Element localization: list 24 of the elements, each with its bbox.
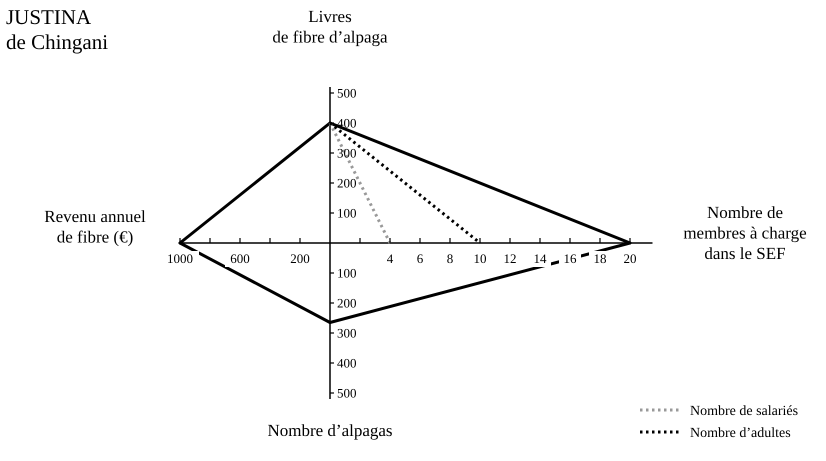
legend-label: Nombre de salariés xyxy=(690,404,798,419)
x-tick-label: 12 xyxy=(504,251,516,266)
x-tick-label: 18 xyxy=(594,251,606,266)
text: Revenu annuel de fibre (€) xyxy=(44,207,146,246)
x-tick-label: 14 xyxy=(534,251,547,266)
text: Livres de fibre d’alpaga xyxy=(272,7,388,46)
x2-tick-label: 600 xyxy=(230,251,250,266)
x-tick-label: 10 xyxy=(474,251,486,266)
x-tick-label: 6 xyxy=(416,251,424,266)
chart-title: JUSTINA de Chingani xyxy=(6,5,108,54)
y-tick-label: 400 xyxy=(337,116,356,131)
x2-tick-label: 1000 xyxy=(167,251,193,266)
x-tick-label: 16 xyxy=(564,251,577,266)
legend-label: Nombre d’adultes xyxy=(690,426,791,441)
y-tick-label: 300 xyxy=(337,146,356,161)
x-tick-label: 4 xyxy=(386,251,394,266)
x2-tick-label: 200 xyxy=(290,251,310,266)
x-tick-label: 8 xyxy=(446,251,454,266)
y-tick-label: 500 xyxy=(337,86,356,101)
x-tick-label: 20 xyxy=(624,251,636,266)
text: Nombre d’alpagas xyxy=(267,421,393,440)
text: Nombre de membres à charge dans le SEF xyxy=(683,203,807,263)
y-tick-label: 100 xyxy=(337,206,356,221)
y-tick-label: 200 xyxy=(337,176,356,191)
